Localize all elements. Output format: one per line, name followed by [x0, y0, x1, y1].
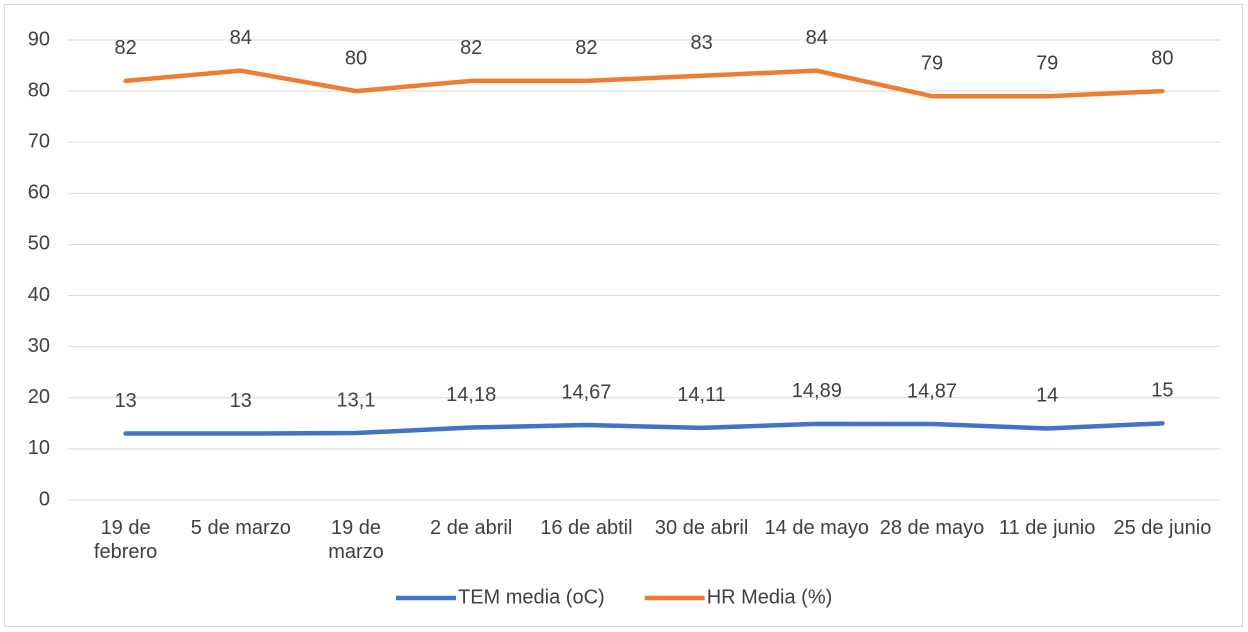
- data-label: 14,89: [792, 380, 842, 402]
- data-label: 82: [114, 37, 136, 59]
- y-tick-label: 50: [28, 233, 50, 255]
- y-tick-label: 80: [28, 79, 50, 101]
- y-tick-label: 60: [28, 182, 50, 204]
- data-label: 82: [460, 37, 482, 59]
- x-tick-label: 16 de abtil: [540, 517, 633, 539]
- line: [123, 68, 1165, 99]
- data-label: 79: [921, 53, 943, 75]
- y-tick-label: 30: [28, 335, 50, 357]
- data-label: 80: [1151, 47, 1173, 69]
- data-label: 15: [1151, 380, 1173, 402]
- x-tick-label: 2 de abril: [430, 517, 513, 539]
- x-tick-label: 19 de febrero: [93, 517, 158, 563]
- data-label: 13,1: [337, 389, 376, 411]
- y-tick-label: 0: [39, 488, 50, 510]
- y-tick-label: 40: [28, 284, 50, 306]
- y-tick-label: 20: [28, 386, 50, 408]
- data-label: 82: [575, 37, 597, 59]
- y-tick-label: 70: [28, 131, 50, 153]
- data-label: 14,87: [907, 380, 957, 402]
- data-label: 14: [1036, 385, 1058, 407]
- data-label: 13: [230, 390, 252, 412]
- data-label: 13: [114, 390, 136, 412]
- data-label: 79: [1036, 53, 1058, 75]
- data-label: 14,67: [561, 381, 611, 403]
- data-label: 84: [806, 27, 828, 49]
- x-tick-label: 19 de marzo: [328, 517, 384, 563]
- data-label: 80: [345, 47, 367, 69]
- legend-label: TEM media (oC): [458, 586, 605, 608]
- data-label: 14,18: [446, 384, 496, 406]
- x-tick-label: 30 de abril: [654, 517, 749, 539]
- legend-label: HR Media (%): [707, 586, 833, 608]
- line: [123, 421, 1165, 436]
- x-tick-label: 25 de junio: [1113, 517, 1212, 539]
- chart-border: [4, 4, 1243, 627]
- y-tick-label: 90: [28, 28, 50, 50]
- data-label: 83: [690, 32, 712, 54]
- data-label: 84: [230, 27, 252, 49]
- x-tick-label: 11 de junio: [998, 517, 1096, 539]
- x-tick-label: 28 de mayo: [879, 517, 985, 539]
- y-tick-label: 10: [28, 437, 50, 459]
- x-tick-label: 5 de marzo: [190, 517, 291, 539]
- data-label: 14,11: [677, 384, 726, 406]
- x-tick-label: 14 de mayo: [764, 517, 870, 539]
